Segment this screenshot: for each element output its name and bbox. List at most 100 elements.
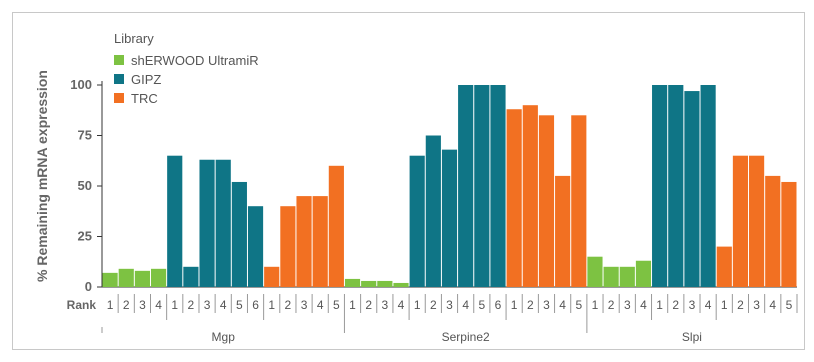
rank-tick-label: 4 — [705, 298, 712, 312]
bar-slpi-sherwood-rank-2 — [603, 266, 619, 287]
rank-tick-label: 1 — [511, 298, 518, 312]
bar-mgp-sherwood-rank-4 — [150, 268, 167, 287]
bar-mgp-gipz-rank-2 — [183, 266, 199, 287]
rank-tick-label: 1 — [107, 298, 114, 312]
rank-tick-label: 1 — [414, 298, 421, 312]
rank-tick-label: 2 — [188, 298, 195, 312]
rank-tick-label: 3 — [139, 298, 146, 312]
bar-slpi-sherwood-rank-1 — [587, 256, 603, 287]
bar-serpine2-sherwood-rank-2 — [361, 280, 377, 287]
rank-tick-label: 4 — [317, 298, 324, 312]
rank-tick-label: 2 — [285, 298, 292, 312]
rank-tick-label: 3 — [753, 298, 760, 312]
rank-tick-label: 2 — [737, 298, 744, 312]
rank-tick-label: 4 — [559, 298, 566, 312]
rank-tick-label: 2 — [672, 298, 679, 312]
bar-mgp-gipz-rank-1 — [167, 155, 183, 287]
rank-tick-label: 3 — [624, 298, 631, 312]
bar-serpine2-trc-rank-3 — [538, 115, 555, 287]
rank-label: Rank — [67, 298, 97, 312]
bar-mgp-gipz-rank-5 — [231, 181, 247, 287]
bar-serpine2-gipz-rank-4 — [458, 85, 474, 287]
rank-tick-label: 3 — [543, 298, 550, 312]
legend-label: TRC — [131, 91, 158, 106]
rank-tick-label: 5 — [236, 298, 243, 312]
rank-tick-label: 4 — [220, 298, 227, 312]
bar-serpine2-trc-rank-5 — [571, 115, 587, 287]
group-label-serpine2: Serpine2 — [442, 330, 490, 344]
bar-serpine2-trc-rank-1 — [506, 109, 522, 288]
group-label-slpi: Slpi — [682, 330, 702, 344]
y-tick-label: 25 — [78, 229, 92, 244]
bar-slpi-trc-rank-4 — [765, 175, 781, 287]
bar-slpi-gipz-rank-2 — [668, 85, 684, 287]
bar-slpi-sherwood-rank-3 — [619, 266, 635, 287]
bar-serpine2-gipz-rank-3 — [441, 149, 458, 287]
rank-tick-label: 4 — [462, 298, 469, 312]
rank-tick-label: 1 — [721, 298, 728, 312]
bar-mgp-trc-rank-3 — [296, 196, 312, 287]
bar-slpi-gipz-rank-1 — [652, 85, 668, 287]
bar-serpine2-gipz-rank-5 — [474, 85, 490, 287]
rank-tick-label: 5 — [786, 298, 793, 312]
bar-serpine2-gipz-rank-2 — [425, 135, 441, 287]
rank-tick-label: 1 — [656, 298, 663, 312]
bar-mgp-sherwood-rank-1 — [102, 272, 118, 287]
bar-mgp-gipz-rank-3 — [199, 159, 215, 287]
bar-mgp-trc-rank-2 — [280, 206, 296, 287]
bar-serpine2-sherwood-rank-3 — [377, 280, 393, 287]
rank-tick-label: 1 — [268, 298, 275, 312]
rank-tick-label: 1 — [592, 298, 599, 312]
bar-serpine2-trc-rank-2 — [522, 105, 538, 287]
rank-tick-label: 2 — [527, 298, 534, 312]
rank-tick-label: 4 — [398, 298, 405, 312]
legend-title: Library — [114, 31, 154, 46]
rank-tick-label: 3 — [301, 298, 308, 312]
rank-tick-label: 3 — [382, 298, 389, 312]
rank-tick-label: 5 — [478, 298, 485, 312]
rank-tick-label: 3 — [204, 298, 211, 312]
rank-tick-label: 6 — [252, 298, 259, 312]
bar-serpine2-gipz-rank-6 — [490, 85, 506, 287]
rank-tick-label: 1 — [171, 298, 178, 312]
legend-swatch — [114, 55, 124, 65]
bar-slpi-gipz-rank-3 — [684, 91, 700, 287]
bar-serpine2-sherwood-rank-4 — [393, 282, 409, 287]
bar-slpi-trc-rank-1 — [716, 246, 732, 287]
bar-slpi-trc-rank-3 — [749, 155, 765, 287]
bar-mgp-sherwood-rank-3 — [134, 270, 150, 287]
legend-label: GIPZ — [131, 72, 161, 87]
y-axis-label: % Remaining mRNA expression — [34, 70, 50, 282]
legend-label: shERWOOD UltramiR — [131, 53, 259, 68]
bar-mgp-sherwood-rank-2 — [118, 268, 134, 287]
bar-mgp-trc-rank-5 — [328, 165, 344, 287]
rank-tick-label: 4 — [769, 298, 776, 312]
rank-tick-label: 3 — [689, 298, 696, 312]
rank-tick-label: 2 — [123, 298, 130, 312]
rank-tick-label: 2 — [365, 298, 372, 312]
y-tick-label: 75 — [78, 128, 92, 143]
group-label-mgp: Mgp — [212, 330, 236, 344]
bar-slpi-gipz-rank-4 — [700, 85, 716, 287]
rank-tick-label: 3 — [446, 298, 453, 312]
rank-tick-label: 2 — [430, 298, 437, 312]
bar-mgp-trc-rank-4 — [312, 196, 328, 287]
rank-tick-label: 2 — [608, 298, 615, 312]
rank-tick-label: 4 — [640, 298, 647, 312]
rank-tick-label: 6 — [495, 298, 502, 312]
bar-serpine2-gipz-rank-1 — [409, 155, 425, 287]
bar-mgp-gipz-rank-6 — [247, 206, 264, 287]
bar-serpine2-trc-rank-4 — [555, 175, 571, 287]
bar-slpi-sherwood-rank-4 — [635, 260, 652, 287]
legend-swatch — [114, 74, 124, 84]
bar-serpine2-sherwood-rank-1 — [344, 278, 361, 287]
rank-tick-label: 5 — [575, 298, 582, 312]
rank-tick-label: 1 — [349, 298, 356, 312]
rank-tick-label: 4 — [155, 298, 162, 312]
bar-mgp-trc-rank-1 — [264, 266, 280, 287]
y-tick-label: 50 — [78, 178, 92, 193]
bar-mgp-gipz-rank-4 — [215, 159, 231, 287]
bar-slpi-trc-rank-5 — [781, 181, 797, 287]
bar-slpi-trc-rank-2 — [732, 155, 749, 287]
